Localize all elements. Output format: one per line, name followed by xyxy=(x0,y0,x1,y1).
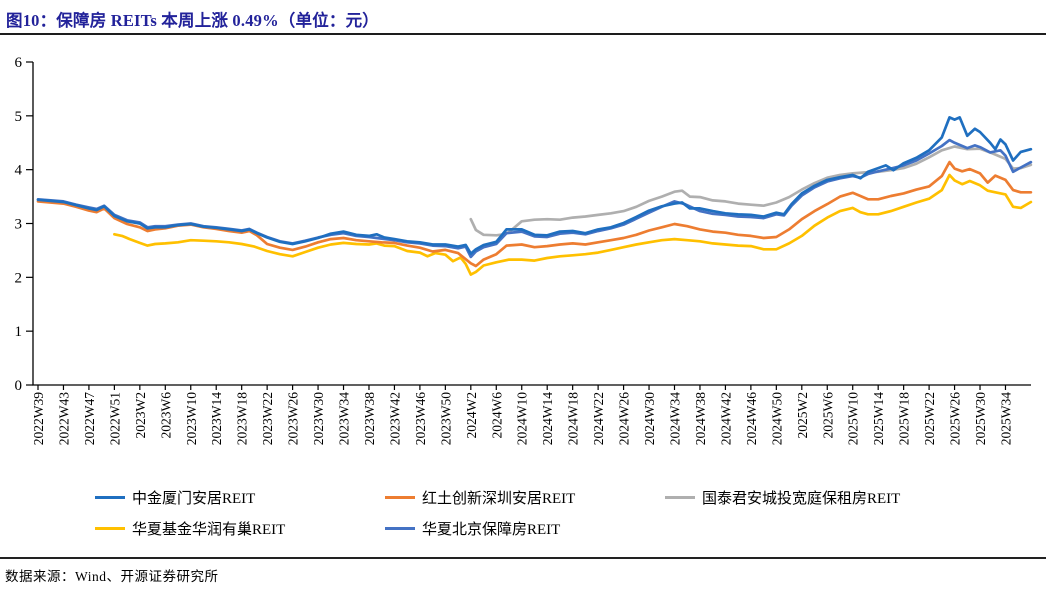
chart-legend-row-2: 华夏基金华润有巢REIT 华夏北京保障房REIT xyxy=(0,518,1046,542)
x-tick-label: 2023W14 xyxy=(209,392,224,445)
footer-divider xyxy=(0,557,1046,559)
legend-item-4: 华夏北京保障房REIT xyxy=(385,518,560,539)
x-tick-label: 2022W43 xyxy=(56,392,71,445)
x-tick-label: 2023W50 xyxy=(438,392,453,445)
x-tick-label: 2024W46 xyxy=(744,392,759,445)
legend-label-3: 华夏基金华润有巢REIT xyxy=(132,522,286,538)
legend-swatch-1 xyxy=(385,495,415,500)
x-tick-label: 2023W26 xyxy=(286,392,301,445)
x-tick-label: 2024W18 xyxy=(566,392,581,445)
title-divider xyxy=(0,33,1046,35)
y-tick-label: 4 xyxy=(15,163,23,179)
x-tick-label: 2023W10 xyxy=(184,392,199,445)
legend-label-1: 红土创新深圳安居REIT xyxy=(422,491,576,507)
x-tick-label: 2025W18 xyxy=(897,392,912,445)
legend-item-1: 红土创新深圳安居REIT xyxy=(385,487,575,508)
x-tick-label: 2024W22 xyxy=(591,392,606,445)
x-tick-label: 2023W22 xyxy=(260,392,275,445)
x-tick-label: 2023W6 xyxy=(158,392,173,439)
figure-title: 图10：保障房 REITs 本周上涨 0.49%（单位：元） xyxy=(6,11,380,30)
x-tick-label: 2023W30 xyxy=(311,392,326,445)
legend-swatch-4 xyxy=(385,526,415,531)
legend-swatch-2 xyxy=(665,495,695,500)
legend-item-3: 华夏基金华润有巢REIT xyxy=(95,518,285,539)
x-tick-label: 2025W6 xyxy=(820,392,835,439)
legend-label-4: 华夏北京保障房REIT xyxy=(422,522,561,538)
series-line-0 xyxy=(36,116,1033,255)
x-tick-label: 2023W18 xyxy=(235,392,250,445)
x-tick-label: 2025W14 xyxy=(871,392,886,445)
legend-label-0: 中金厦门安居REIT xyxy=(132,491,256,507)
x-tick-label: 2024W14 xyxy=(540,392,555,445)
y-tick-label: 0 xyxy=(15,378,23,394)
legend-item-2: 国泰君安城投宽庭保租房REIT xyxy=(665,487,900,508)
x-tick-label: 2024W30 xyxy=(642,392,657,445)
chart-legend-row-1: 中金厦门安居REIT 红土创新深圳安居REIT 国泰君安城投宽庭保租房REIT xyxy=(0,487,1046,511)
x-tick-label: 2024W2 xyxy=(464,392,479,439)
data-source-note: 数据来源：Wind、开源证券研究所 xyxy=(5,569,219,584)
series-line-2 xyxy=(469,145,1033,237)
x-tick-label: 2022W39 xyxy=(31,392,46,445)
y-tick-label: 2 xyxy=(15,270,23,286)
legend-swatch-0 xyxy=(95,495,125,500)
x-tick-label: 2022W47 xyxy=(82,392,97,445)
x-tick-label: 2023W38 xyxy=(362,392,377,445)
x-tick-label: 2024W50 xyxy=(769,392,784,445)
x-tick-label: 2025W2 xyxy=(795,392,810,439)
legend-item-0: 中金厦门安居REIT xyxy=(95,487,255,508)
x-tick-label: 2024W42 xyxy=(718,392,733,445)
y-tick-label: 3 xyxy=(15,217,23,233)
x-tick-label: 2024W10 xyxy=(515,392,530,445)
x-tick-label: 2025W34 xyxy=(998,392,1013,445)
x-tick-label: 2025W22 xyxy=(922,392,937,445)
x-tick-label: 2023W46 xyxy=(413,392,428,445)
legend-swatch-3 xyxy=(95,526,125,531)
series-line-3 xyxy=(113,173,1033,276)
x-tick-label: 2025W10 xyxy=(846,392,861,445)
x-tick-label: 2025W26 xyxy=(948,392,963,445)
x-tick-label: 2024W6 xyxy=(489,392,504,439)
y-tick-label: 5 xyxy=(15,109,23,125)
y-tick-label: 1 xyxy=(15,324,23,340)
x-tick-label: 2022W51 xyxy=(107,392,122,445)
x-tick-label: 2023W2 xyxy=(133,392,148,439)
x-tick-label: 2024W34 xyxy=(668,392,683,445)
x-tick-label: 2025W30 xyxy=(973,392,988,445)
x-tick-label: 2024W26 xyxy=(617,392,632,445)
legend-label-2: 国泰君安城投宽庭保租房REIT xyxy=(702,491,901,507)
x-tick-label: 2024W38 xyxy=(693,392,708,445)
x-tick-label: 2023W34 xyxy=(337,392,352,445)
x-tick-label: 2023W42 xyxy=(387,392,402,445)
y-tick-label: 6 xyxy=(15,55,23,71)
